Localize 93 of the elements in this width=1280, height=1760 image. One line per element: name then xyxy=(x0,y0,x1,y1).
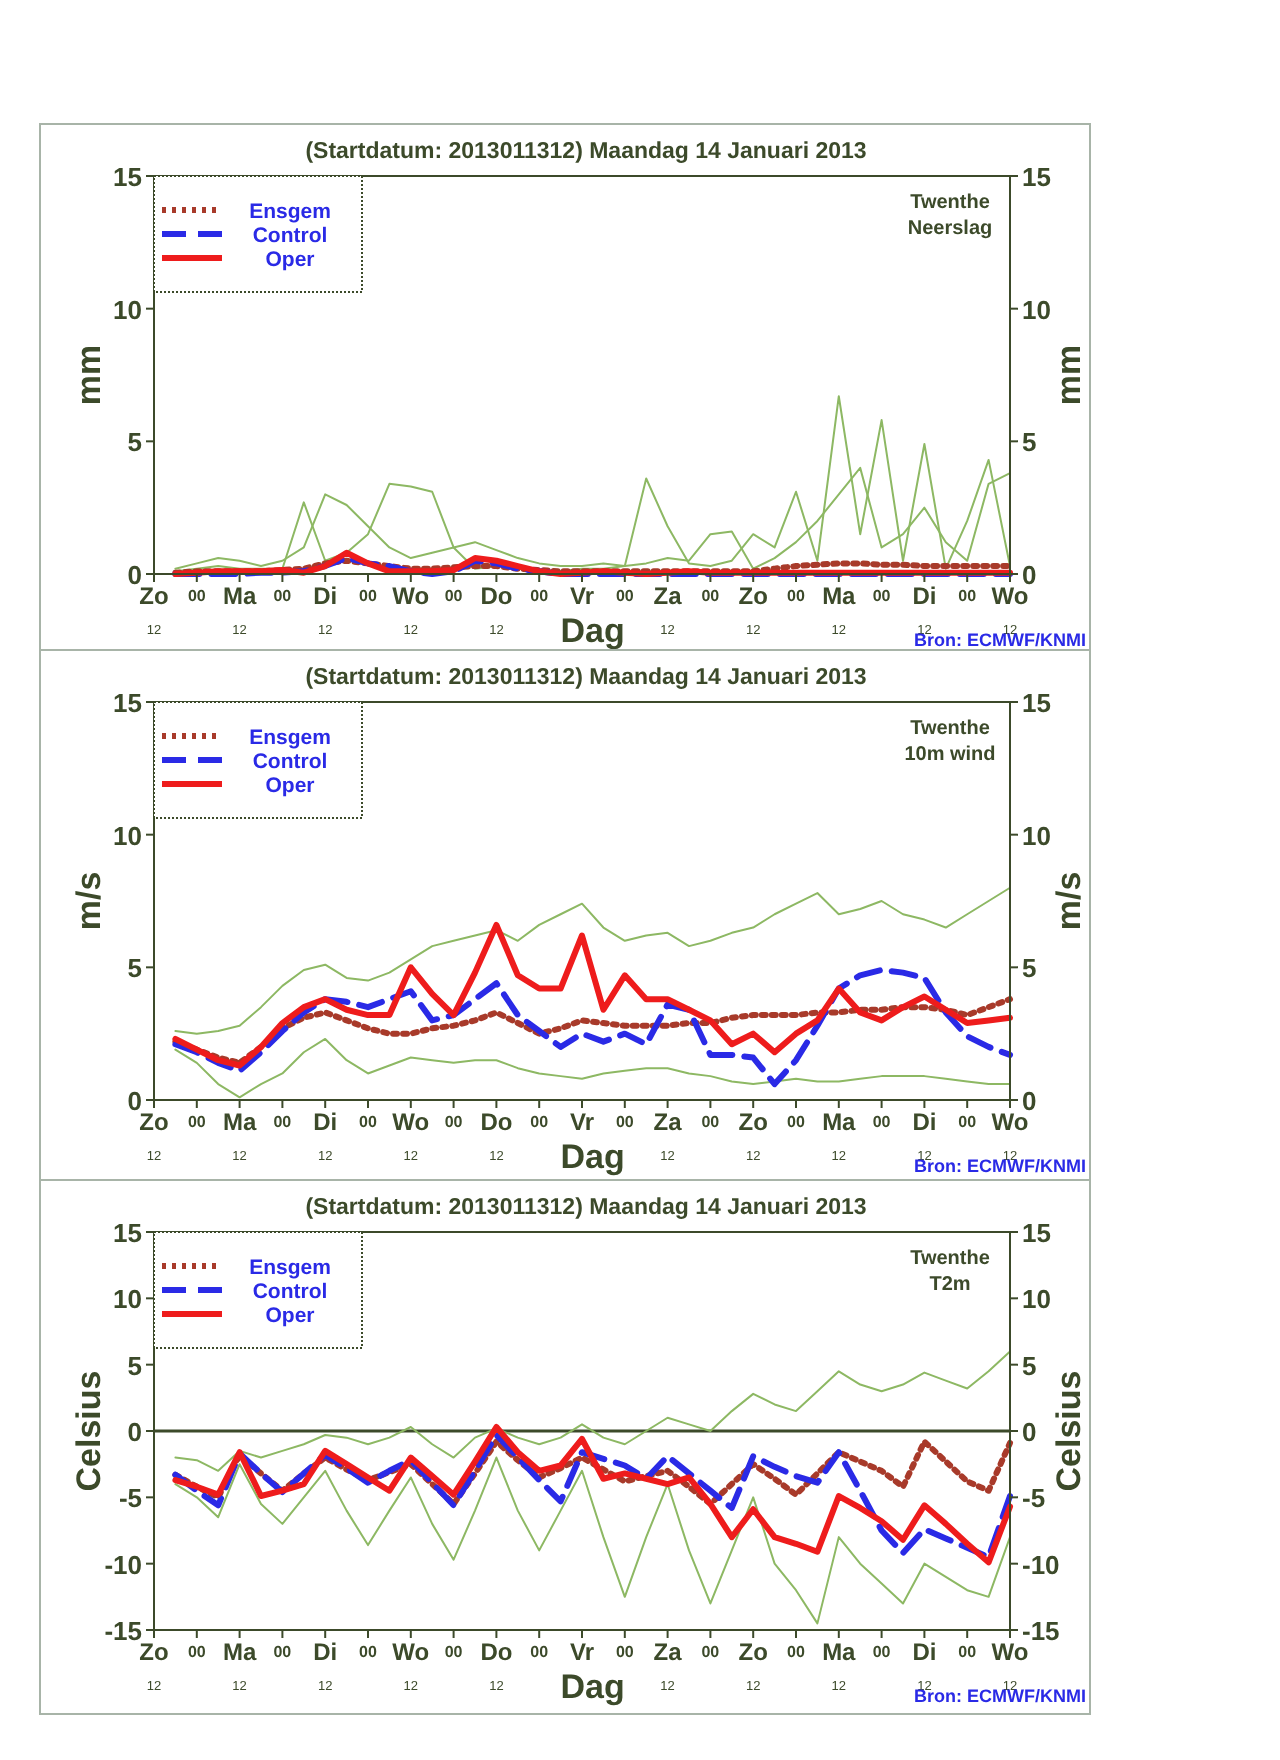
x-tick-label: 00 xyxy=(701,1113,721,1131)
x-axis-title: Dag xyxy=(560,1138,625,1176)
x-tick-label: 00 xyxy=(872,587,892,605)
y2-tick-label: -15 xyxy=(1022,1616,1060,1646)
y2-axis-title: mm xyxy=(1050,344,1088,406)
y2-tick-label: 5 xyxy=(1022,1350,1037,1381)
y-tick-label: -15 xyxy=(104,1616,142,1646)
y-axis-title: Celsius xyxy=(70,1370,108,1492)
x-tick-label: 00 xyxy=(187,587,207,605)
x-tick-label: Vr xyxy=(569,1638,595,1666)
y2-axis-title: m/s xyxy=(1050,871,1088,931)
legend-label: Control xyxy=(252,1280,328,1304)
annotation: T2m xyxy=(929,1274,971,1296)
x-tick-label: 00 xyxy=(787,1113,806,1131)
annotation: Neerslag xyxy=(907,218,993,240)
legend-label: Ensgem xyxy=(249,200,331,224)
legend-label: Oper xyxy=(265,774,315,798)
x-tick-label: Vr xyxy=(569,1108,595,1136)
y2-tick-label: 0 xyxy=(1022,560,1037,590)
chart-title: (Startdatum: 2013011312) Maandag 14 Januari 2013 xyxy=(305,1196,867,1220)
x-tick-label: 00 xyxy=(530,587,550,605)
x-tick-label: 00 xyxy=(787,1643,806,1661)
x-tick-label: 00 xyxy=(187,1113,207,1131)
x-tick-label: 00 xyxy=(958,587,978,605)
x-tick-label: 00 xyxy=(872,1643,892,1661)
text: Bron: ECMWF/KNMI xyxy=(914,1156,1086,1176)
y2-tick-label: 5 xyxy=(1022,953,1037,984)
chart-title: (Startdatum: 2013011312) Maandag 14 Januari 2013 xyxy=(305,666,867,690)
y2-tick-label: 10 xyxy=(1022,294,1051,325)
x-tick-label: 00 xyxy=(444,587,464,605)
x-tick-label: 00 xyxy=(530,1113,550,1131)
legend-label: Control xyxy=(252,750,328,774)
x-tick-label: 00 xyxy=(958,1643,978,1661)
y-tick-label: -10 xyxy=(104,1549,142,1580)
y-tick-label: 5 xyxy=(127,427,142,458)
x-tick-label: 00 xyxy=(273,1643,293,1661)
x-tick-label: 00 xyxy=(444,1113,464,1131)
x-tick-label: 00 xyxy=(359,587,378,605)
y2-tick-label: 10 xyxy=(1022,1284,1051,1315)
x-tick-label: 00 xyxy=(872,1113,892,1131)
annotation: Twenthe xyxy=(910,1248,991,1270)
y-tick-label: 15 xyxy=(113,688,142,718)
y-tick-label: 0 xyxy=(127,1086,142,1116)
x-tick-label: 00 xyxy=(958,1113,978,1131)
x-tick-label: 00 xyxy=(615,587,635,605)
x-tick-label: 00 xyxy=(444,1643,464,1661)
y-axis-title: mm xyxy=(70,344,108,406)
x-tick-label: 00 xyxy=(530,1643,550,1661)
legend-label: Ensgem xyxy=(249,1256,331,1280)
x-tick-label: 00 xyxy=(615,1113,635,1131)
legend-label: Ensgem xyxy=(249,726,331,750)
x-tick-label: 00 xyxy=(701,1643,721,1661)
annotation: Twenthe xyxy=(910,192,991,214)
y-tick-label: 0 xyxy=(127,560,142,590)
y-tick-label: 15 xyxy=(113,162,142,192)
y-tick-label: 10 xyxy=(113,1284,142,1315)
text: Bron: ECMWF/KNMI xyxy=(914,1686,1086,1706)
text: Bron: ECMWF/KNMI xyxy=(914,630,1086,650)
x-tick-label: 00 xyxy=(187,1643,207,1661)
y-tick-label: -5 xyxy=(118,1483,142,1514)
y2-axis-title: Celsius xyxy=(1050,1370,1088,1492)
y2-tick-label: 15 xyxy=(1022,162,1051,192)
y2-tick-label: 15 xyxy=(1022,688,1051,718)
x-tick-label: Vr xyxy=(569,582,595,610)
y2-tick-label: 15 xyxy=(1022,1218,1051,1248)
y2-tick-label: -5 xyxy=(1022,1483,1046,1514)
x-tick-label: 00 xyxy=(359,1113,378,1131)
y-tick-label: 10 xyxy=(113,294,142,325)
y-tick-label: 5 xyxy=(127,1350,142,1381)
legend-label: Control xyxy=(252,224,328,248)
y2-tick-label: 0 xyxy=(1022,1086,1037,1116)
x-tick-label: 00 xyxy=(787,587,806,605)
chart-title: (Startdatum: 2013011312) Maandag 14 Januari 2013 xyxy=(305,140,867,164)
legend-label: Oper xyxy=(265,1304,315,1328)
x-axis-title: Dag xyxy=(560,1668,625,1706)
y2-tick-label: 5 xyxy=(1022,427,1037,458)
x-tick-label: 00 xyxy=(701,587,721,605)
x-tick-label: 00 xyxy=(615,1643,635,1661)
y-axis-title: m/s xyxy=(70,871,108,931)
y-tick-label: 0 xyxy=(127,1417,142,1447)
x-axis-title: Dag xyxy=(560,612,625,650)
y2-tick-label: 0 xyxy=(1022,1417,1037,1447)
legend-label: Oper xyxy=(265,248,315,272)
y-tick-label: 15 xyxy=(113,1218,142,1248)
y2-tick-label: 10 xyxy=(1022,820,1051,851)
y2-tick-label: -10 xyxy=(1022,1549,1060,1580)
annotation: Twenthe xyxy=(910,718,991,740)
x-tick-label: 00 xyxy=(359,1643,378,1661)
annotation: 10m wind xyxy=(904,744,996,766)
y-tick-label: 5 xyxy=(127,953,142,984)
x-tick-label: 00 xyxy=(273,587,293,605)
y-tick-label: 10 xyxy=(113,820,142,851)
x-tick-label: 00 xyxy=(273,1113,293,1131)
